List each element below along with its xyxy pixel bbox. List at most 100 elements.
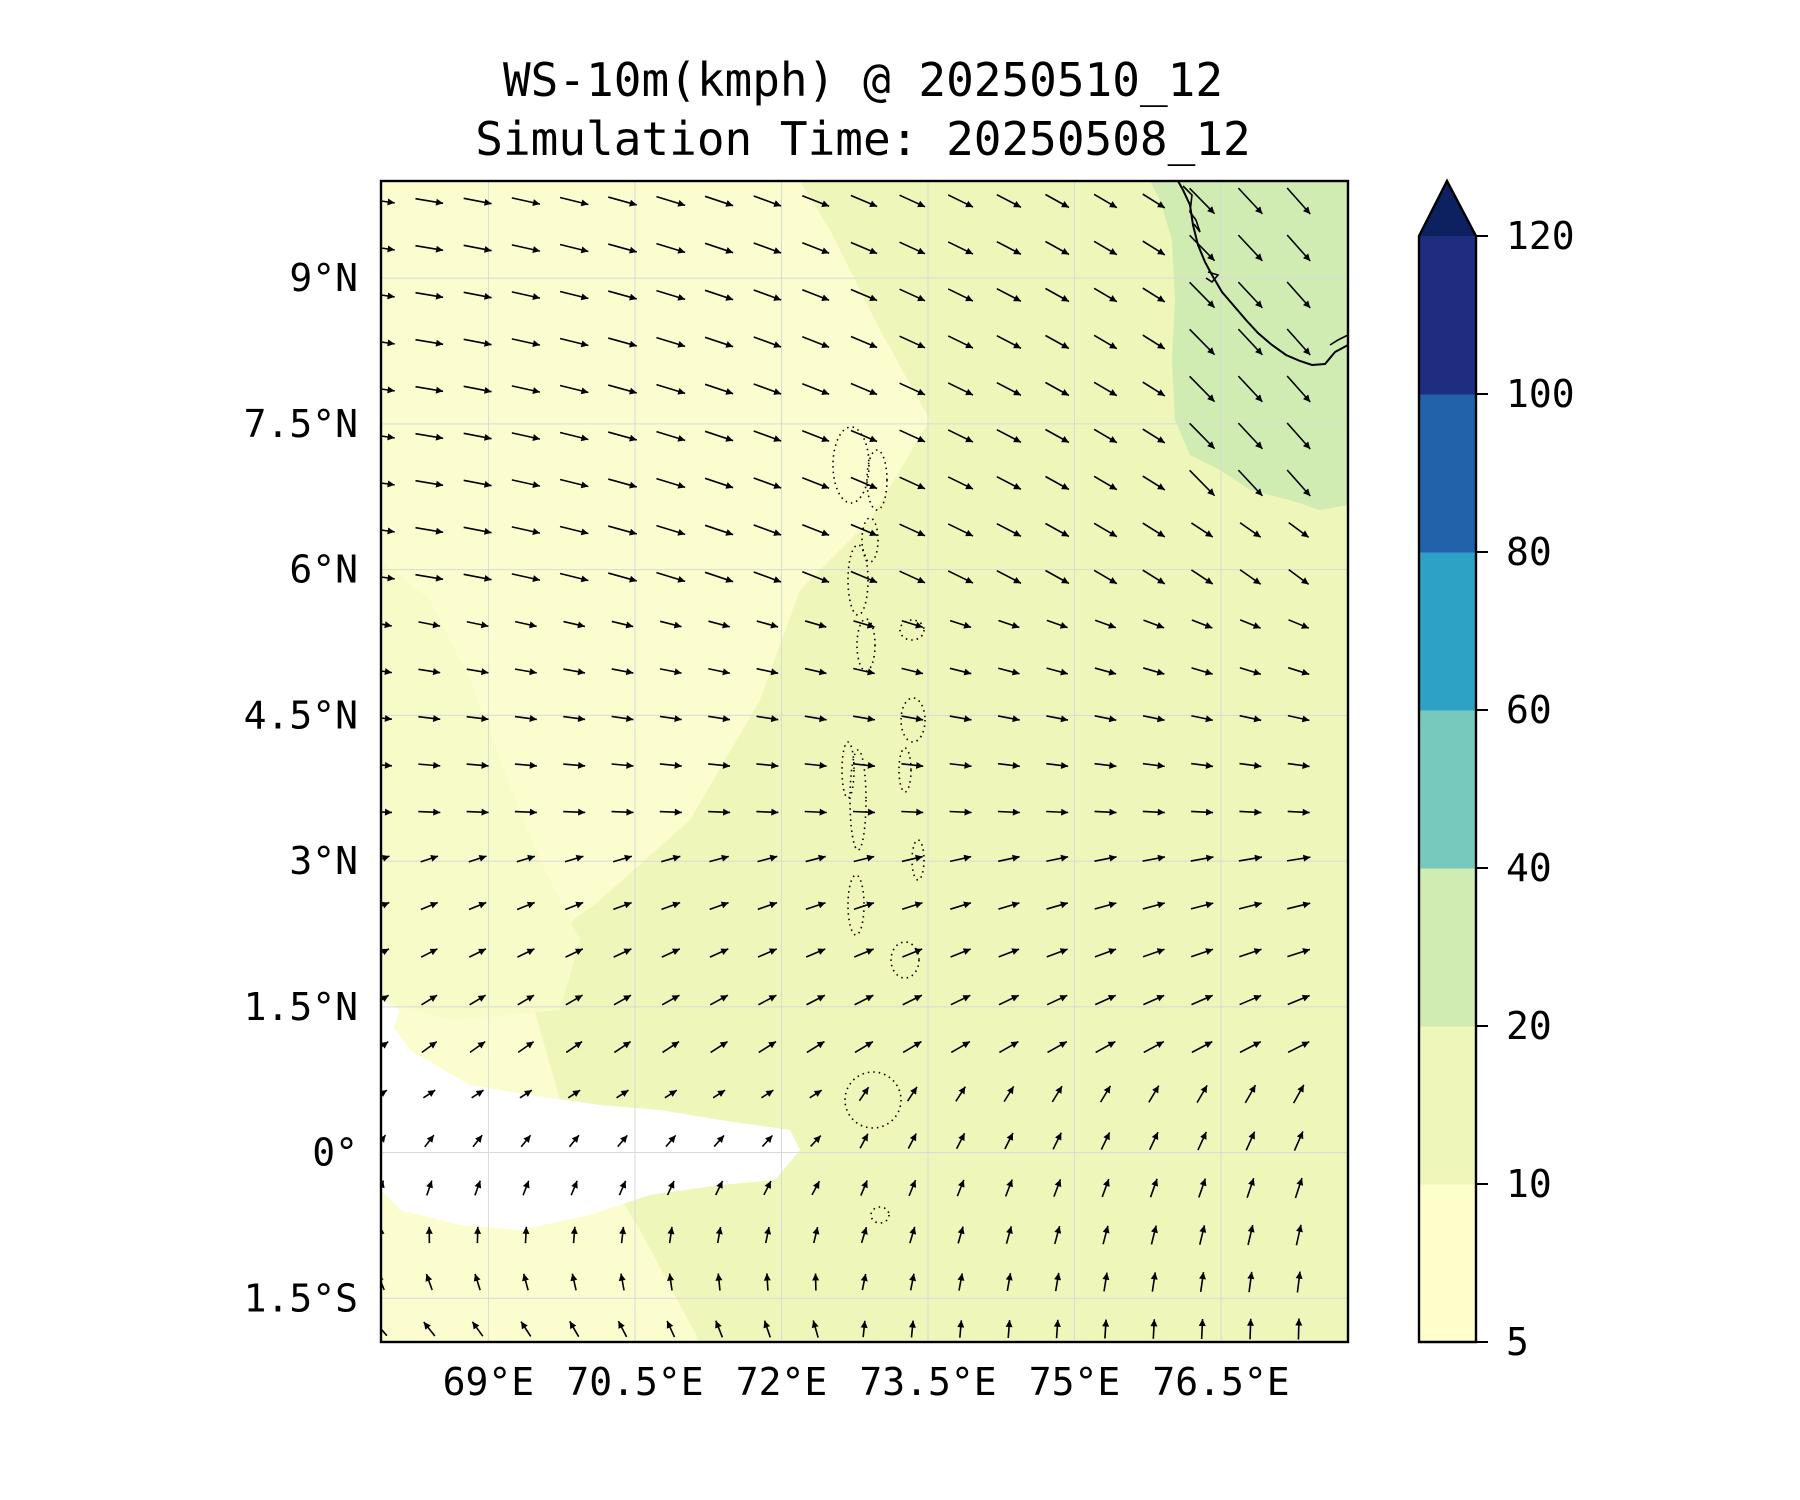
wind-vector <box>420 948 438 958</box>
wind-vector <box>1288 521 1310 539</box>
wind-vector <box>1142 428 1166 444</box>
wind-vector <box>805 901 826 911</box>
wind-vector <box>381 994 390 1002</box>
wind-vector <box>559 337 589 348</box>
wind-vector <box>424 1134 435 1148</box>
longitude-tick-labels: 69°E 70.5°E 72°E 73.5°E 75°E 76.5°E <box>443 1360 1290 1404</box>
wind-vector <box>949 854 972 863</box>
wind-vector <box>1191 762 1214 769</box>
wind-vector <box>714 1180 724 1196</box>
wind-vector <box>753 289 782 301</box>
wind-vector <box>804 761 827 769</box>
wind-vector <box>850 429 878 443</box>
wind-vector <box>853 620 875 629</box>
wind-vector <box>1199 1271 1206 1293</box>
wind-vector <box>611 808 634 816</box>
wind-vector <box>704 430 734 442</box>
colorbar-segment <box>1419 236 1476 395</box>
wind-vector <box>473 1273 481 1291</box>
wind-vector <box>947 241 974 255</box>
wind-vector <box>1287 714 1310 723</box>
wind-vector <box>949 761 972 769</box>
wind-vector <box>899 523 926 537</box>
india-coastline <box>1177 181 1348 367</box>
atoll-outline <box>832 426 870 504</box>
wind-vector <box>804 667 827 676</box>
wind-vector <box>1247 1271 1255 1293</box>
wind-vector <box>611 668 634 676</box>
wind-vector <box>1190 569 1214 585</box>
wind-vector <box>608 478 637 489</box>
wind-vector <box>565 994 583 1006</box>
wind-vector <box>996 476 1022 490</box>
wind-vector <box>1288 568 1310 586</box>
wind-vector <box>949 715 972 723</box>
wind-vector <box>1093 381 1118 397</box>
wind-vector <box>998 667 1020 676</box>
wind-vector <box>996 194 1022 208</box>
wind-vector <box>1287 762 1310 770</box>
wind-vector <box>511 479 541 489</box>
wind-vector <box>996 241 1022 255</box>
wind-vector <box>1198 1178 1207 1198</box>
wind-vector <box>899 241 926 255</box>
wind-vector <box>1238 901 1262 910</box>
wind-vector <box>996 288 1022 302</box>
wind-vector <box>1286 234 1311 262</box>
map-panel <box>379 179 1350 1344</box>
wind-vector <box>901 901 923 910</box>
colorbar-tick-label: 40 <box>1506 846 1552 890</box>
atoll-outline <box>900 697 926 743</box>
wind-vector <box>756 808 779 816</box>
wind-vector <box>1197 1131 1207 1151</box>
wind-vector <box>802 288 830 302</box>
lat-tick-label: 6°N <box>289 548 358 592</box>
wind-vector <box>1093 240 1118 256</box>
lat-tick-label: 4.5°N <box>244 693 358 737</box>
wind-vector <box>563 668 586 676</box>
colorbar-tick-label: 120 <box>1506 214 1575 258</box>
wind-vector <box>1143 619 1165 629</box>
wind-vector <box>514 808 537 816</box>
wind-vector <box>1244 1084 1257 1104</box>
wind-vector <box>608 572 637 583</box>
wind-vector <box>522 1180 530 1196</box>
wind-vector <box>559 525 589 536</box>
wind-vector <box>1093 569 1118 585</box>
wind-vector <box>381 480 395 488</box>
wind-vector <box>1287 994 1310 1006</box>
wind-vector <box>415 338 444 347</box>
wind-vector <box>656 242 686 254</box>
wind-vector <box>1237 375 1263 403</box>
wind-vector <box>522 1226 530 1244</box>
wind-vector <box>1100 1132 1111 1150</box>
wind-vector <box>1051 1085 1063 1103</box>
wind-vector <box>381 527 395 535</box>
latitude-tick-labels: 9°N 7.5°N 6°N 4.5°N 3°N 1.5°N 0° 1.5°S <box>244 256 358 1320</box>
wind-vector <box>1046 854 1069 863</box>
wind-vector <box>381 901 390 909</box>
wind-vector <box>661 901 681 911</box>
wind-vector <box>415 573 444 582</box>
wind-vector <box>421 1040 438 1054</box>
wind-vector <box>956 1179 965 1197</box>
wind-vector <box>559 431 589 442</box>
wind-vector <box>1191 667 1213 676</box>
wind-vector <box>998 994 1020 1006</box>
wind-vector <box>516 901 535 911</box>
wind-vector <box>520 1321 532 1337</box>
wind-vector <box>756 715 779 723</box>
wind-vector <box>802 241 830 255</box>
colorbar-ticks: 5 10 20 40 60 80 100 120 <box>1476 214 1575 1364</box>
wind-vector <box>1143 1040 1165 1054</box>
wind-vector <box>1142 854 1166 862</box>
wind-vector <box>516 854 536 863</box>
wind-vector <box>947 335 974 349</box>
wind-vector <box>957 1273 965 1291</box>
wind-vector <box>570 1273 578 1291</box>
wind-vector <box>899 476 926 490</box>
wind-vector <box>1239 1040 1262 1054</box>
wind-vector <box>753 336 782 348</box>
figure-title-line-2: Simulation Time: 20250508_12 <box>475 112 1250 166</box>
